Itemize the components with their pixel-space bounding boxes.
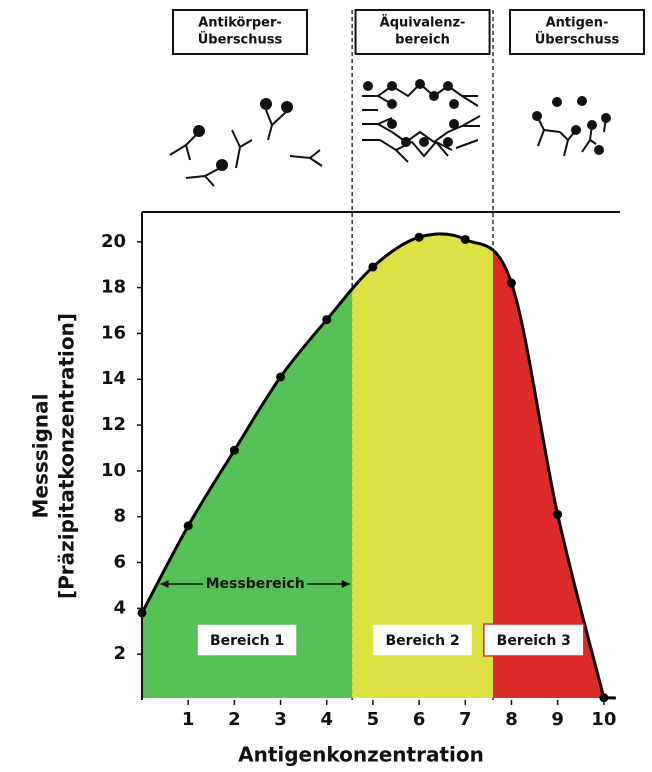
region-label: Bereich 1: [210, 633, 284, 649]
region-label: Bereich 3: [497, 633, 571, 649]
data-point: [415, 233, 424, 242]
zone-label: Überschuss: [198, 32, 283, 48]
zone-label: Antikörper-: [198, 16, 282, 31]
y-tick-label: 6: [113, 552, 126, 573]
y-tick-label: 4: [113, 597, 126, 618]
data-point: [461, 235, 470, 244]
x-tick-label: 1: [182, 709, 195, 730]
y-tick-label: 16: [101, 322, 126, 343]
data-point: [368, 262, 377, 271]
y-tick-label: 2: [113, 643, 126, 664]
y-tick-label: 18: [101, 277, 126, 298]
x-tick-label: 10: [591, 709, 616, 730]
data-point: [276, 372, 285, 381]
region-label: Bereich 2: [385, 633, 459, 649]
y-tick-label: 8: [113, 506, 126, 527]
data-point: [230, 446, 239, 455]
y-axis-label: [Präzipitatkonzentration]: [55, 313, 79, 599]
x-tick-label: 3: [274, 709, 287, 730]
zone-label: Äquivalenz-: [380, 15, 466, 31]
x-tick-label: 4: [320, 709, 333, 730]
data-point: [138, 608, 147, 617]
data-point: [184, 521, 193, 530]
zone-label: Antigen-: [546, 16, 609, 31]
zone-label: Überschuss: [535, 32, 620, 48]
x-tick-label: 9: [551, 709, 564, 730]
y-tick-label: 10: [101, 460, 126, 481]
x-tick-label: 2: [228, 709, 241, 730]
y-tick-label: 14: [101, 368, 126, 389]
x-tick-label: 6: [413, 709, 426, 730]
range-label: Messbereich: [206, 576, 305, 592]
chart: 246810121416182012345678910Antigenkonzen…: [0, 0, 652, 772]
x-tick-label: 5: [367, 709, 380, 730]
zone-label: bereich: [395, 33, 450, 48]
y-tick-label: 20: [101, 231, 126, 252]
data-point: [553, 510, 562, 519]
x-tick-label: 7: [459, 709, 472, 730]
data-point: [322, 315, 331, 324]
x-tick-label: 8: [505, 709, 518, 730]
data-point: [507, 279, 516, 288]
y-axis-label: Messsignal: [29, 394, 53, 519]
y-tick-label: 12: [101, 414, 126, 435]
antibody-icons: [170, 79, 611, 186]
x-axis-label: Antigenkonzentration: [238, 743, 484, 767]
